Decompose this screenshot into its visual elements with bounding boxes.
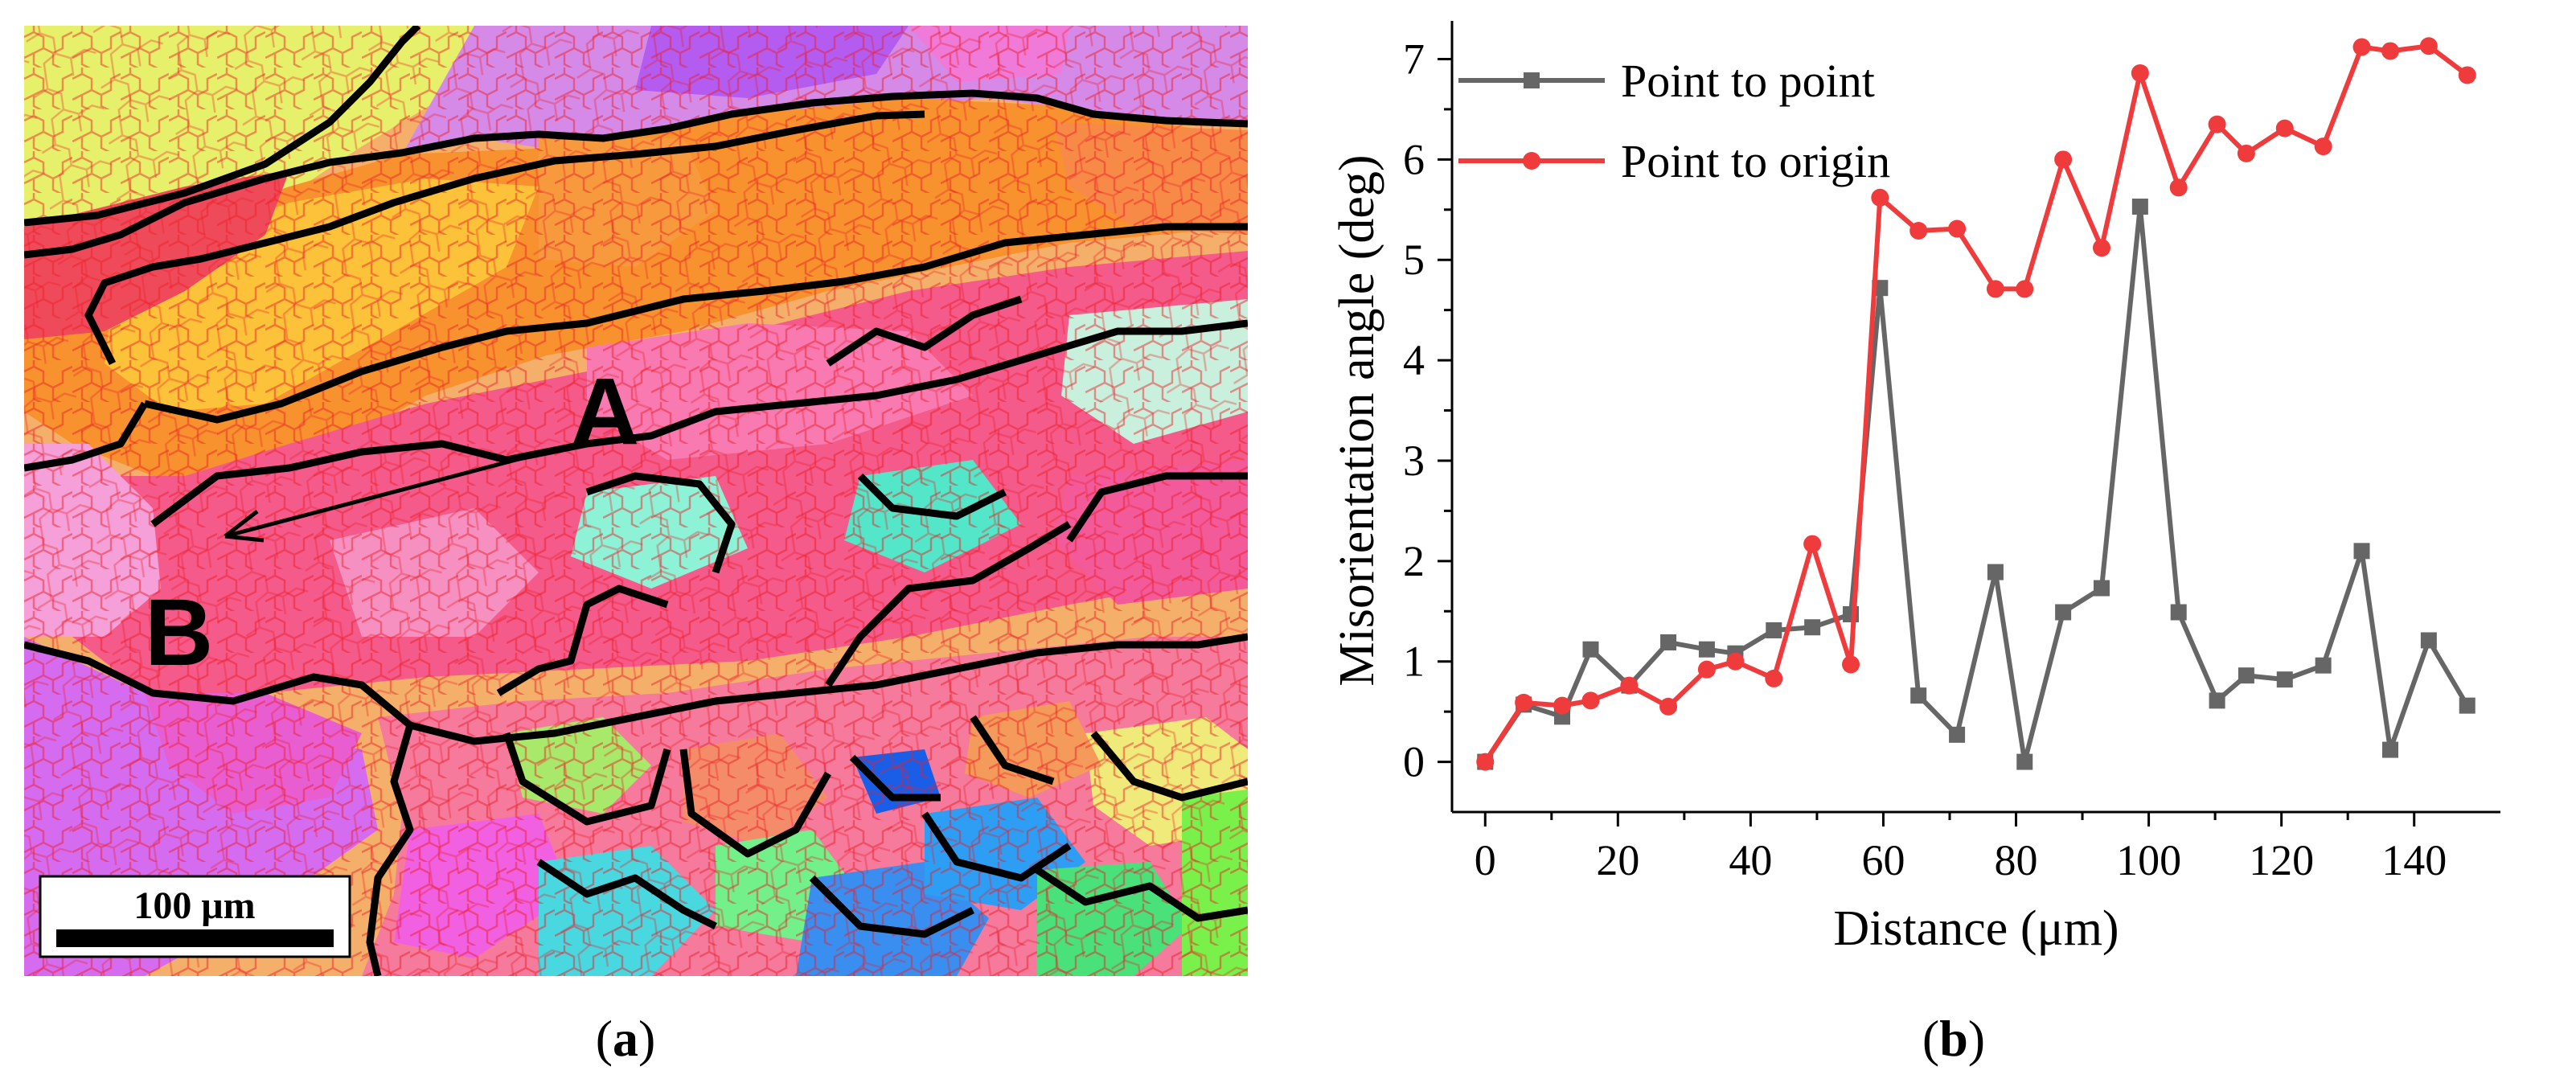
data-point xyxy=(1987,564,2004,580)
data-point xyxy=(1910,687,1927,704)
data-point xyxy=(2381,741,2398,758)
x-axis-label: Distance (μm) xyxy=(1833,901,2119,956)
data-point xyxy=(1476,753,1495,771)
legend-entry: Point to point xyxy=(1458,55,1875,107)
data-point xyxy=(2055,604,2072,621)
x-tick-label: 40 xyxy=(1729,836,1772,884)
y-axis-label: Misorientation angle (deg) xyxy=(1330,154,1384,686)
y-tick-label: 0 xyxy=(1403,738,1425,786)
data-point xyxy=(2237,144,2255,162)
series-point-to-origin xyxy=(1476,37,2476,771)
point-b-label: B xyxy=(145,580,213,686)
scan-line-arrow xyxy=(224,440,584,539)
data-point xyxy=(2169,178,2188,197)
data-point xyxy=(2170,604,2187,621)
data-point xyxy=(2353,543,2370,560)
legend-marker xyxy=(1523,152,1540,170)
data-point xyxy=(2054,150,2073,169)
data-point xyxy=(2016,280,2034,298)
misorientation-chart: 0 20 40 60 80 100 120 140 0 1 2 3 4 5 6 7 Point to poin… xyxy=(1327,0,2576,989)
x-tick-label: 80 xyxy=(1995,836,2038,884)
legend-label: Point to point xyxy=(1621,55,1875,107)
data-point xyxy=(2315,657,2332,674)
data-point xyxy=(1909,221,1928,240)
panel-a-caption: (a) xyxy=(595,1010,656,1067)
x-tick-label: 60 xyxy=(1861,836,1905,884)
scale-bar-label: 100 μm xyxy=(133,884,255,927)
data-point xyxy=(2208,115,2226,133)
y-tick-label: 4 xyxy=(1403,336,1425,384)
data-point xyxy=(1620,676,1639,695)
data-point xyxy=(1804,619,1821,636)
y-tick-label: 7 xyxy=(1403,35,1425,83)
data-point xyxy=(1660,634,1677,650)
data-point xyxy=(2238,667,2254,684)
y-tick-label: 1 xyxy=(1403,638,1425,686)
data-point xyxy=(2093,580,2110,597)
x-tick-label: 120 xyxy=(2249,836,2314,884)
data-point xyxy=(2458,66,2476,84)
data-point xyxy=(1766,621,1782,638)
ebsd-map-graphic: A B 100 μm xyxy=(24,26,1248,976)
data-point xyxy=(2420,632,2437,649)
data-point xyxy=(1871,188,1889,207)
series-line xyxy=(1483,204,2470,765)
data-point xyxy=(1515,693,1533,712)
legend-marker xyxy=(1524,72,1540,88)
high-angle-boundaries xyxy=(24,26,1248,976)
x-tick-label: 0 xyxy=(1475,836,1496,884)
data-point xyxy=(2314,137,2332,156)
data-point xyxy=(2419,37,2438,55)
data-point xyxy=(1803,535,1822,553)
data-point xyxy=(1581,691,1600,710)
series-line xyxy=(1483,43,2469,764)
panel-b-caption: (b) xyxy=(1922,1010,1986,1067)
ebsd-orientation-map: A B 100 μm xyxy=(24,26,1248,976)
point-a-label: A xyxy=(571,359,639,465)
chart-svg: 0 20 40 60 80 100 120 140 0 1 2 3 4 5 6 7 Point to poin… xyxy=(1330,21,2500,956)
arrowhead xyxy=(224,510,265,543)
data-point xyxy=(1986,280,2004,298)
legend-entry: Point to origin xyxy=(1458,135,1890,187)
data-point xyxy=(1949,726,1966,743)
data-point xyxy=(1698,641,1715,658)
legend-label: Point to origin xyxy=(1621,135,1890,187)
data-point xyxy=(2381,42,2399,60)
data-point xyxy=(1765,669,1783,687)
data-point xyxy=(2092,239,2110,257)
data-point xyxy=(1948,219,1967,238)
data-point xyxy=(2016,753,2033,770)
data-point xyxy=(1553,696,1572,715)
data-point xyxy=(2131,199,2148,215)
data-point xyxy=(2459,697,2476,714)
x-tick-label: 100 xyxy=(2116,836,2181,884)
data-point xyxy=(2275,119,2294,137)
data-point xyxy=(2131,64,2149,82)
scale-bar: 100 μm xyxy=(39,875,351,958)
y-tick-label: 3 xyxy=(1403,437,1425,485)
data-point xyxy=(1659,697,1678,716)
data-point xyxy=(1697,660,1716,679)
y-tick-label: 6 xyxy=(1403,135,1425,183)
data-point xyxy=(2276,671,2293,688)
data-point xyxy=(1842,655,1860,674)
data-point xyxy=(2209,692,2225,709)
y-tick-label: 5 xyxy=(1403,236,1425,284)
data-point xyxy=(1726,652,1745,671)
x-tick-label: 20 xyxy=(1596,836,1639,884)
scale-bar-line xyxy=(56,929,334,947)
data-point xyxy=(1582,641,1599,658)
data-point xyxy=(2352,38,2371,56)
y-tick-label: 2 xyxy=(1403,537,1425,585)
x-tick-label: 140 xyxy=(2381,836,2447,884)
